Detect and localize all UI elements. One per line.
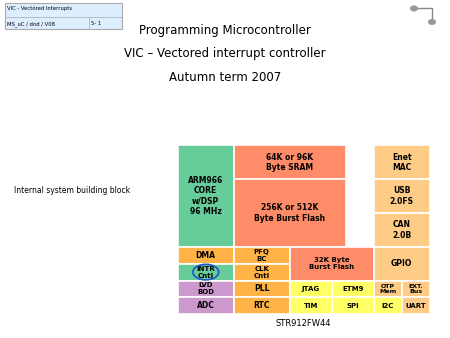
Text: VIC - Vectored Interrupts: VIC - Vectored Interrupts bbox=[7, 6, 72, 11]
Text: STR912FW44: STR912FW44 bbox=[276, 319, 332, 329]
Bar bbox=[4, 3, 122, 17]
Text: VIC – Vectored interrupt controller: VIC – Vectored interrupt controller bbox=[124, 47, 326, 60]
Bar bbox=[4, 3, 122, 29]
Text: Internal system building block: Internal system building block bbox=[14, 187, 130, 195]
Text: Autumn term 2007: Autumn term 2007 bbox=[169, 71, 281, 84]
Text: 5- 1: 5- 1 bbox=[91, 21, 101, 26]
Circle shape bbox=[410, 5, 418, 11]
Text: Programming Microcontroller: Programming Microcontroller bbox=[139, 24, 311, 37]
Text: MS_uC / dnd / V08: MS_uC / dnd / V08 bbox=[7, 21, 55, 26]
Bar bbox=[4, 17, 122, 29]
Circle shape bbox=[428, 19, 436, 25]
